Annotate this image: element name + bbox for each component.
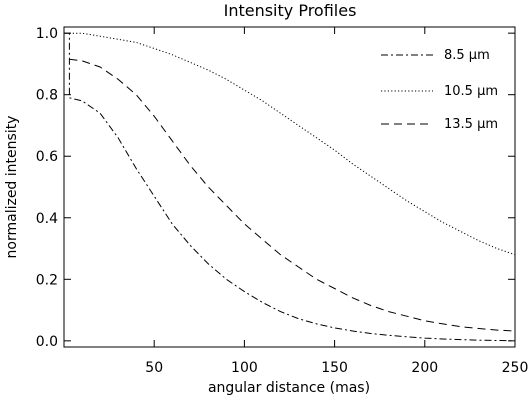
y-tick-label: 0.4	[36, 211, 58, 227]
series-line-3	[69, 58, 516, 332]
plot-frame	[63, 26, 516, 348]
y-tick-label: 0.2	[36, 272, 58, 288]
legend-label: 10.5 μm	[444, 84, 498, 99]
legend-label: 13.5 μm	[444, 117, 498, 132]
x-axis-ticks: 50 100 150 200 250	[145, 27, 528, 376]
series-lines	[64, 32, 516, 342]
x-tick-label: 200	[411, 360, 438, 376]
y-tick-label: 0.6	[36, 149, 58, 165]
y-tick-label: 0.0	[36, 334, 58, 350]
x-tick-label: 250	[502, 360, 529, 376]
x-tick-label: 100	[231, 360, 258, 376]
legend: 8.5 μm 10.5 μm 13.5 μm	[381, 48, 498, 132]
y-axis-label: normalized intensity	[4, 116, 20, 259]
x-tick-label: 50	[145, 360, 163, 376]
x-tick-label: 150	[321, 360, 348, 376]
legend-label: 8.5 μm	[444, 48, 490, 63]
series-line-2	[69, 32, 516, 256]
y-tick-label: 1.0	[36, 26, 58, 42]
chart-title: Intensity Profiles	[224, 1, 357, 20]
x-axis-label: angular distance (mas)	[208, 380, 370, 396]
y-axis-ticks: 0.0 0.2 0.4 0.6 0.8 1.0	[36, 26, 515, 350]
series-line-1	[64, 32, 516, 342]
y-tick-label: 0.8	[36, 88, 58, 104]
